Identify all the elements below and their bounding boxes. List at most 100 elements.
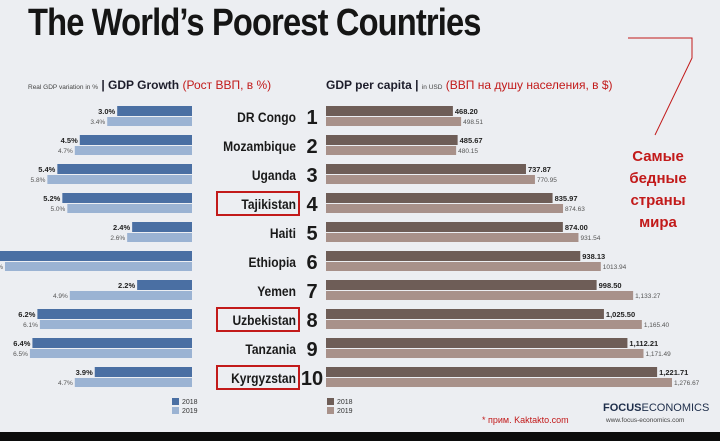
rank-number: 2 [306,136,317,158]
capita-bar-2018 [326,338,628,348]
capita-bar-2018 [326,222,563,232]
capita-label-2018: 1,025.50 [606,310,635,319]
growth-bar-2019 [4,262,192,271]
brand-url: www.focus-economics.com [606,417,685,424]
growth-header: Real GDP variation in % | GDP Growth (Ро… [28,78,272,92]
capita-label-2018: 874.00 [565,223,588,232]
growth-bar-2019 [69,291,192,300]
rank-number: 5 [306,223,317,245]
growth-label-2018: 5.4% [38,165,55,174]
growth-label-2019: 5.0% [50,206,65,213]
growth-label-2019: 3.4% [90,119,105,126]
legend-swatch-growth-2019 [172,407,179,414]
growth-bar-2019 [47,175,193,184]
growth-header-ru: (Рост ВВП, в %) [182,78,272,92]
country-name: Uganda [252,167,297,183]
annotation-line: бедные [629,170,687,187]
growth-bar-2019 [107,117,192,126]
growth-bar-2018 [62,193,192,203]
capita-bar-2019 [326,320,642,329]
capita-header-ru: (ВВП на душу населения, в $) [445,78,613,92]
brand-bold: FOCUS [603,402,642,414]
capita-bar-2019 [326,378,672,387]
growth-header-title: GDP Growth [108,78,180,92]
country-name: DR Congo [237,109,296,125]
chart-title: The World’s Poorest Countries [28,2,481,44]
capita-label-2018: 1,112.21 [629,339,658,348]
country-name: Mozambique [223,138,296,154]
capita-bar-2019 [326,262,601,271]
legend-swatch-growth-2018 [172,398,179,405]
growth-label-2018: 3.0% [98,107,115,116]
growth-bar-2018 [94,367,192,377]
growth-label-2019: 6.5% [13,351,28,358]
country-name: Kyrgyzstan [231,370,296,386]
rank-number: 4 [306,194,318,216]
capita-bar-2019 [326,349,644,358]
capita-bar-2018 [326,106,453,116]
growth-bar-2019 [39,320,192,329]
highlight-box [216,307,300,332]
growth-bar-2018 [137,280,192,290]
growth-label-2019: 7.5% [0,264,3,271]
footer-note: * прим. Kaktakto.com [482,415,569,425]
legend-label-growth-2018: 2018 [182,399,198,406]
growth-label-2018: 4.5% [61,136,78,145]
capita-label-2019: 1,165.40 [644,322,670,329]
growth-label-2018: 6.4% [13,339,30,348]
capita-bar-2019 [326,291,634,300]
capita-label-2018: 468.20 [455,107,478,116]
growth-label-2019: 2.6% [110,235,125,242]
growth-label-2018: 5.2% [43,194,60,203]
capita-label-2018: 998.50 [599,281,622,290]
legend-label-capita-2018: 2018 [337,399,353,406]
capita-label-2019: 874.63 [565,206,585,213]
capita-label-2019: 1,276.67 [674,380,700,387]
legend-swatch-capita-2018 [327,398,334,405]
country-name: Yemen [257,283,296,299]
capita-bar-2019 [326,175,535,184]
growth-bar-2018 [79,135,192,145]
rank-number: 7 [306,281,317,303]
country-name: Haiti [270,225,296,241]
highlight-box [216,365,300,390]
rank-number: 8 [306,310,317,332]
rank-number: 1 [306,107,317,129]
growth-bar-2019 [67,204,192,213]
capita-label-2018: 737.87 [528,165,551,174]
annotation-line: мира [639,214,677,231]
capita-header: GDP per capita | in USD (ВВП на душу нас… [326,78,613,92]
annotation-line: Самые [632,148,684,165]
capita-label-2019: 1,133.27 [635,293,661,300]
growth-bar-2018 [37,309,193,319]
capita-label-2019: 1013.94 [603,264,627,271]
legend-label-capita-2019: 2019 [337,408,353,415]
annotation-line: страны [630,192,686,209]
growth-label-2018: 2.4% [113,223,130,232]
growth-label-2018: 3.9% [76,368,93,377]
capita-label-2018: 485.67 [460,136,483,145]
country-name: Tajikistan [241,196,296,212]
capita-bar-2018 [326,135,458,145]
growth-bar-2019 [127,233,192,242]
brand-logo: FOCUSECONOMICS [603,402,709,414]
growth-bar-2018 [0,251,192,261]
highlight-box [216,191,300,216]
capita-bar-2019 [326,117,462,126]
growth-label-2019: 6.1% [23,322,38,329]
capita-label-2018: 835.97 [555,194,578,203]
growth-label-2019: 5.8% [31,177,46,184]
capita-bar-2019 [326,233,579,242]
capita-header-title: GDP per capita [326,78,412,92]
capita-label-2019: 770.95 [537,177,557,184]
rank-number: 6 [306,252,317,274]
country-name: Uzbekistan [232,312,296,328]
growth-bar-2018 [57,164,193,174]
growth-bar-2019 [29,349,193,358]
growth-label-2019: 4.7% [58,380,73,387]
capita-label-2019: 1,171.49 [645,351,671,358]
country-name: Tanzania [245,341,296,357]
capita-bar-2018 [326,280,597,290]
